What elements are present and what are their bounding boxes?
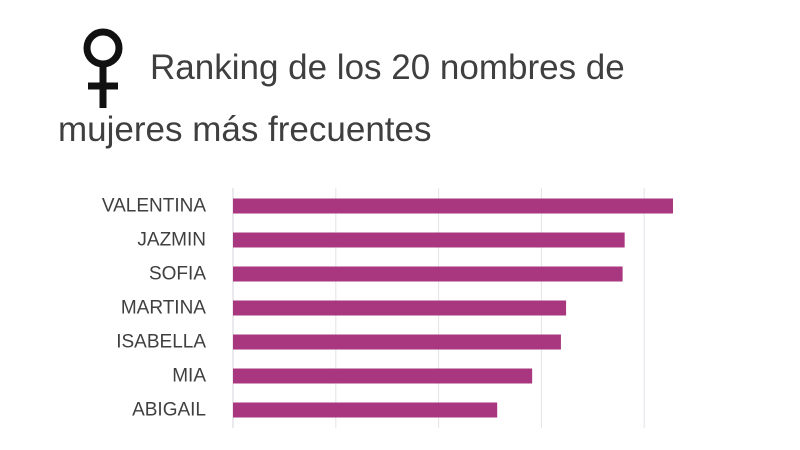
chart-category-labels: VALENTINA JAZMIN SOFIA MARTINA ISABELLA MIA AB… [102,196,207,421]
bar-mia [233,368,533,384]
bar-martina [233,300,567,316]
bar-jazmin [233,232,625,248]
category-label-martina: MARTINA [121,298,206,319]
category-label-jazmin: JAZMIN [137,230,206,251]
bar-isabella [233,334,561,350]
bar-abigail [233,402,498,418]
chart-title-line-1: Ranking de los 20 nombres de [150,48,625,87]
female-symbol-icon [83,28,123,108]
category-label-sofia: SOFIA [149,264,206,285]
category-label-isabella: ISABELLA [116,332,206,353]
chart-title-line-2: mujeres más frecuentes [58,110,432,149]
bar-valentina [233,198,673,214]
category-label-valentina: VALENTINA [102,196,207,217]
bar-sofia [233,266,623,282]
category-label-abigail: ABIGAIL [132,400,206,421]
category-label-mia: MIA [172,366,206,387]
chart-bars [233,198,673,418]
